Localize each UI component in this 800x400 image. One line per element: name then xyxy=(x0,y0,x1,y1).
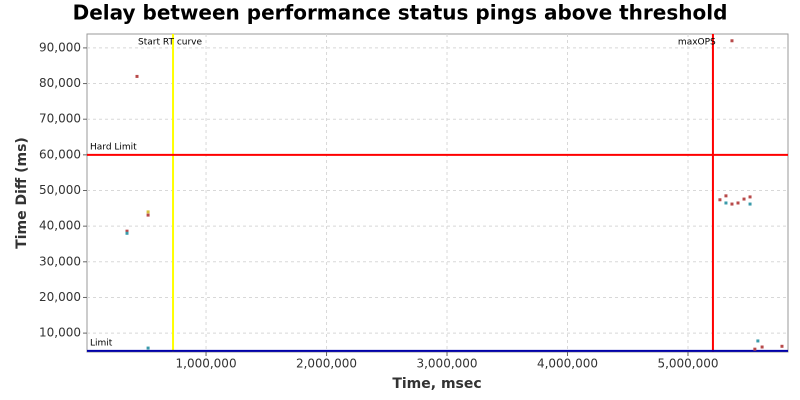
point xyxy=(748,195,752,199)
x-axis-label: Time, msec xyxy=(392,376,481,392)
x-tick-label: 3,000,000 xyxy=(416,357,477,371)
reference-label: Limit xyxy=(90,338,113,348)
point xyxy=(730,39,734,43)
reference-label: Start RT curve xyxy=(138,38,202,48)
y-axis-label: Time Diff (ms) xyxy=(14,137,30,249)
x-tick-label: 2,000,000 xyxy=(296,357,357,371)
x-tick-label: 1,000,000 xyxy=(176,357,237,371)
point xyxy=(135,74,139,78)
x-tick-label: 5,000,000 xyxy=(657,357,718,371)
y-tick-label: 40,000 xyxy=(39,219,81,233)
point xyxy=(780,344,784,348)
y-tick-label: 80,000 xyxy=(39,76,81,90)
y-tick-label: 90,000 xyxy=(39,40,81,54)
point xyxy=(736,201,740,205)
plot-area xyxy=(86,33,789,353)
y-tick-label: 70,000 xyxy=(39,112,81,126)
x-tick-label: 4,000,000 xyxy=(537,357,598,371)
point xyxy=(125,229,129,233)
point xyxy=(760,345,764,349)
point xyxy=(724,194,728,198)
point xyxy=(146,213,150,217)
y-tick-label: 30,000 xyxy=(39,254,81,268)
chart-title: Delay between performance status pings a… xyxy=(73,1,728,25)
y-tick-label: 60,000 xyxy=(39,147,81,161)
y-tick-label: 20,000 xyxy=(39,290,81,304)
point xyxy=(125,231,129,235)
point xyxy=(756,339,760,343)
point xyxy=(146,346,150,350)
y-tick-label: 50,000 xyxy=(39,183,81,197)
y-tick-label: 10,000 xyxy=(39,326,81,340)
reference-label: maxOPS xyxy=(678,38,716,48)
point xyxy=(748,202,752,206)
point xyxy=(730,202,734,206)
point xyxy=(146,210,150,214)
point xyxy=(742,197,746,201)
point xyxy=(718,198,722,202)
reference-label: Hard Limit xyxy=(90,142,137,152)
point xyxy=(724,201,728,205)
point xyxy=(753,347,757,351)
